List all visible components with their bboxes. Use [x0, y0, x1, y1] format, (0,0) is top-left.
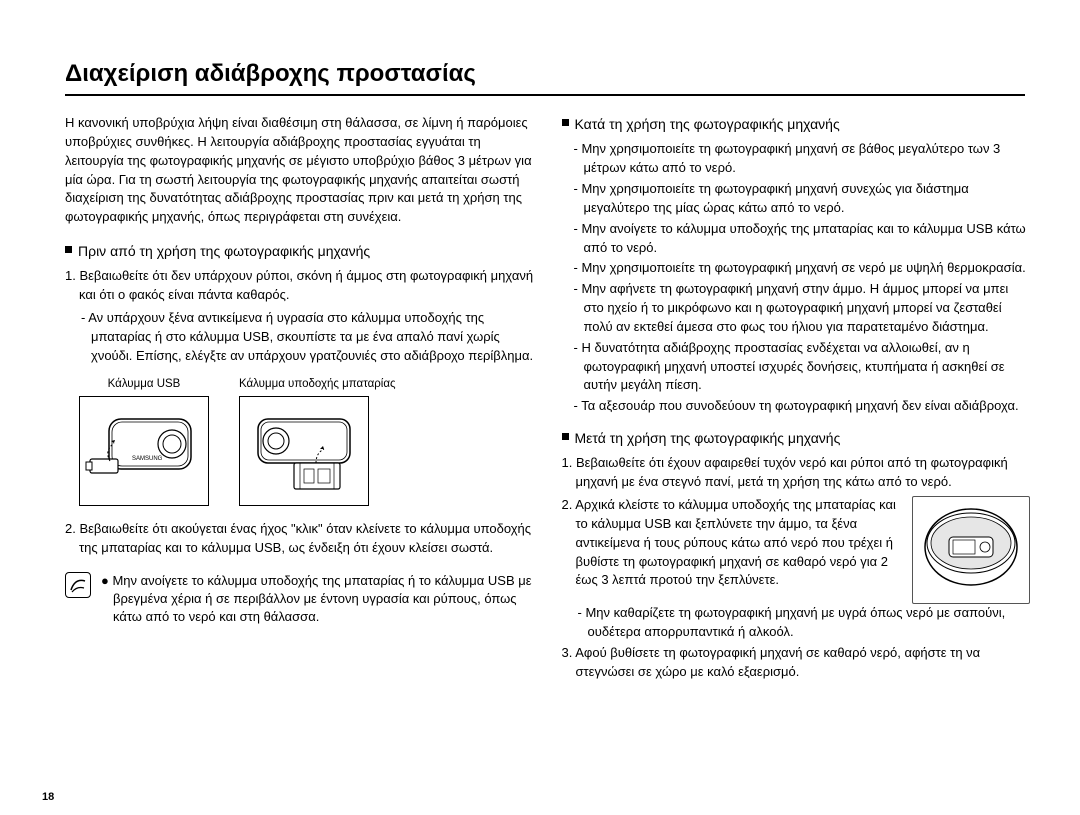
before-item-1: 1. Βεβαιωθείτε ότι δεν υπάρχουν ρύποι, σ…	[65, 267, 534, 305]
during-d3: - Μην ανοίγετε το κάλυμμα υποδοχής της μ…	[562, 220, 1031, 258]
bullet-square-icon	[65, 246, 72, 253]
diagram-row: Κάλυμμα USB SAMSUNG	[79, 376, 534, 507]
after-a3: 3. Αφού βυθίσετε τη φωτογραφική μηχανή σ…	[562, 644, 1031, 682]
after-step2-row: 2. Αρχικά κλείστε το κάλυμμα υποδοχής τη…	[562, 496, 1031, 604]
usb-cover-label: Κάλυμμα USB	[79, 376, 209, 393]
page-number: 18	[42, 791, 54, 803]
after-a2a: - Μην καθαρίζετε τη φωτογραφική μηχανή μ…	[562, 604, 1031, 642]
right-column: Κατά τη χρήση της φωτογραφικής μηχανής -…	[562, 114, 1031, 685]
intro-text: Η κανονική υποβρύχια λήψη είναι διαθέσιμ…	[65, 114, 534, 227]
after-a1: 1. Βεβαιωθείτε ότι έχουν αφαιρεθεί τυχόν…	[562, 454, 1031, 492]
note-box: ● Μην ανοίγετε το κάλυμμα υποδοχής της μ…	[65, 572, 534, 627]
during-use-heading: Κατά τη χρήση της φωτογραφικής μηχανής	[562, 114, 1031, 134]
note-icon	[65, 572, 91, 598]
during-d4: - Μην χρησιμοποιείτε τη φωτογραφική μηχα…	[562, 259, 1031, 278]
battery-cover-image	[239, 396, 369, 506]
page-title: Διαχείριση αδιάβροχης προστασίας	[65, 60, 1025, 96]
during-d7: - Τα αξεσουάρ που συνοδεύουν τη φωτογραφ…	[562, 397, 1031, 416]
before-item-1a: - Αν υπάρχουν ξένα αντικείμενα ή υγρασία…	[65, 309, 534, 366]
after-head-label: Μετά τη χρήση της φωτογραφικής μηχανής	[575, 428, 841, 448]
usb-cover-image: SAMSUNG	[79, 396, 209, 506]
note-text: ● Μην ανοίγετε το κάλυμμα υποδοχής της μ…	[101, 572, 534, 627]
after-a2: 2. Αρχικά κλείστε το κάλυμμα υποδοχής τη…	[562, 496, 903, 590]
during-d5: - Μην αφήνετε τη φωτογραφική μηχανή στην…	[562, 280, 1031, 337]
during-head-label: Κατά τη χρήση της φωτογραφικής μηχανής	[575, 114, 840, 134]
bullet-square-icon	[562, 119, 569, 126]
during-d2: - Μην χρησιμοποιείτε τη φωτογραφική μηχα…	[562, 180, 1031, 218]
before-head-label: Πριν από τη χρήση της φωτογραφικής μηχαν…	[78, 241, 370, 261]
note-body: Μην ανοίγετε το κάλυμμα υποδοχής της μπα…	[112, 573, 531, 624]
before-item-2: 2. Βεβαιωθείτε ότι ακούγεται ένας ήχος "…	[65, 520, 534, 558]
svg-text:SAMSUNG: SAMSUNG	[132, 456, 163, 462]
battery-cover-label: Κάλυμμα υποδοχής μπαταρίας	[239, 376, 396, 393]
after-use-heading: Μετά τη χρήση της φωτογραφικής μηχανής	[562, 428, 1031, 448]
battery-cover-diagram: Κάλυμμα υποδοχής μπαταρίας	[239, 376, 396, 507]
left-column: Η κανονική υποβρύχια λήψη είναι διαθέσιμ…	[65, 114, 534, 685]
usb-cover-diagram: Κάλυμμα USB SAMSUNG	[79, 376, 209, 507]
two-column-layout: Η κανονική υποβρύχια λήψη είναι διαθέσιμ…	[65, 114, 1030, 685]
bullet-square-icon	[562, 433, 569, 440]
during-d6: - Η δυνατότητα αδιάβροχης προστασίας ενδ…	[562, 339, 1031, 396]
before-use-heading: Πριν από τη χρήση της φωτογραφικής μηχαν…	[65, 241, 534, 261]
during-d1: - Μην χρησιμοποιείτε τη φωτογραφική μηχα…	[562, 140, 1031, 178]
bowl-diagram	[912, 496, 1030, 604]
